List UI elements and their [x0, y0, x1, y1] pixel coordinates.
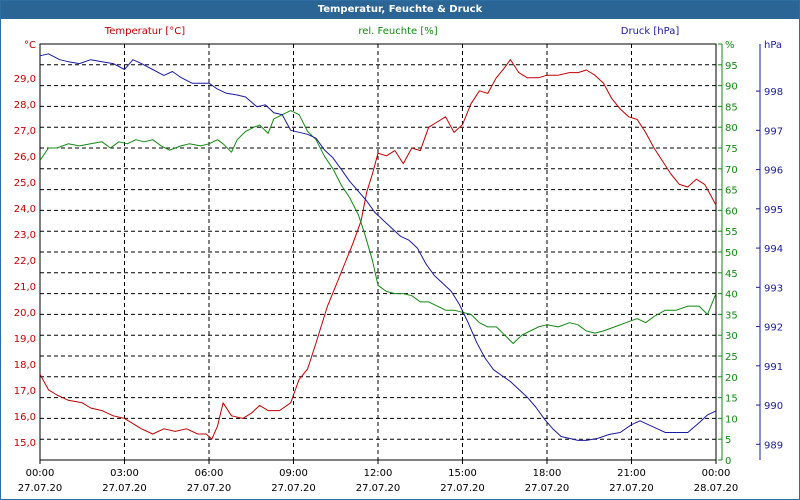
temp-tick-label: 20,0 [14, 308, 36, 319]
temp-unit-label: °C [24, 40, 36, 51]
window-title: Temperatur, Feuchte & Druck [1, 1, 799, 19]
temperature-series-line [39, 59, 717, 440]
temp-tick-label: 27,0 [14, 126, 36, 137]
x-tick-date: 27.07.20 [102, 483, 147, 494]
x-tick-time: 03:00 [110, 468, 139, 479]
humidity-tick-label: 25 [725, 352, 738, 363]
pressure-tick-label: 998 [764, 87, 783, 98]
tick-labels: 00:00 27.07.20 03:00 27.07.20 06:00 27.07.20 0… [14, 26, 783, 494]
temp-tick-label: 15,0 [14, 438, 36, 449]
x-tick-time: 00:00 [26, 468, 55, 479]
humidity-tick-label: 5 [725, 435, 731, 446]
pressure-header: Druck [hPa] [621, 26, 680, 37]
humidity-tick-label: 35 [725, 310, 738, 321]
humidity-tick-label: 15 [725, 394, 738, 405]
pressure-tick-label: 997 [764, 126, 783, 137]
temperature-header: Temperatur [°C] [104, 26, 185, 37]
pressure-tick-label: 990 [764, 401, 783, 412]
humidity-tick-label: 70 [725, 165, 738, 176]
humidity-tick-label: 75 [725, 144, 738, 155]
humidity-tick-label: % [725, 40, 735, 51]
temp-tick-label: 16,0 [14, 412, 36, 423]
humidity-tick-label: 50 [725, 248, 738, 259]
pressure-tick-label: 989 [764, 440, 783, 451]
pressure-tick-label: 994 [764, 244, 783, 255]
temp-tick-label: 19,0 [14, 334, 36, 345]
x-tick-date: 27.07.20 [609, 483, 654, 494]
pressure-tick-label: 996 [764, 166, 783, 177]
humidity-tick-label: 10 [725, 414, 738, 425]
humidity-tick-label: 90 [725, 82, 738, 93]
temp-tick-label: 21,0 [14, 282, 36, 293]
pressure-tick-label: 991 [764, 362, 783, 373]
humidity-header: rel. Feuchte [%] [358, 26, 437, 37]
temp-tick-label: 17,0 [14, 386, 36, 397]
humidity-tick-label: 65 [725, 186, 738, 197]
temp-tick-label: 23,0 [14, 230, 36, 241]
temp-tick-label: 26,0 [14, 152, 36, 163]
humidity-tick-label: 95 [725, 61, 738, 72]
humidity-tick-label: 60 [725, 206, 738, 217]
humidity-tick-label: 55 [725, 227, 738, 238]
pressure-tick-label: 993 [764, 283, 783, 294]
x-tick-time: 21:00 [617, 468, 646, 479]
x-tick-date: 27.07.20 [440, 483, 485, 494]
pressure-tick-label: 992 [764, 323, 783, 334]
humidity-tick-label: 40 [725, 290, 738, 301]
series-lines [39, 53, 717, 441]
temp-tick-label: 24,0 [14, 204, 36, 215]
humidity-tick-label: 30 [725, 331, 738, 342]
humidity-tick-label: 0 [725, 456, 731, 467]
humidity-series-line [39, 110, 717, 344]
pressure-unit-label: hPa [764, 40, 782, 51]
temp-tick-label: 18,0 [14, 360, 36, 371]
temp-tick-label: 29,0 [14, 74, 36, 85]
pressure-series-line [39, 53, 717, 441]
x-tick-date: 27.07.20 [187, 483, 232, 494]
x-tick-time: 06:00 [195, 468, 224, 479]
chart-grid [40, 44, 716, 460]
x-tick-date: 28.07.20 [694, 483, 739, 494]
x-tick-time: 00:00 [702, 468, 731, 479]
humidity-tick-label: 85 [725, 102, 738, 113]
chart-axes [39, 43, 761, 464]
x-tick-date: 27.07.20 [356, 483, 401, 494]
pressure-tick-label: 995 [764, 205, 783, 216]
humidity-tick-label: 80 [725, 123, 738, 134]
x-tick-date: 27.07.20 [525, 483, 570, 494]
x-tick-time: 09:00 [279, 468, 308, 479]
humidity-tick-label: 45 [725, 269, 738, 280]
x-tick-date: 27.07.20 [271, 483, 316, 494]
temp-tick-label: 22,0 [14, 256, 36, 267]
x-tick-date: 27.07.20 [18, 483, 63, 494]
temp-tick-label: 25,0 [14, 178, 36, 189]
humidity-tick-label: 20 [725, 373, 738, 384]
temp-tick-label: 28,0 [14, 100, 36, 111]
x-tick-time: 15:00 [448, 468, 477, 479]
x-tick-time: 12:00 [364, 468, 393, 479]
x-tick-time: 18:00 [533, 468, 562, 479]
